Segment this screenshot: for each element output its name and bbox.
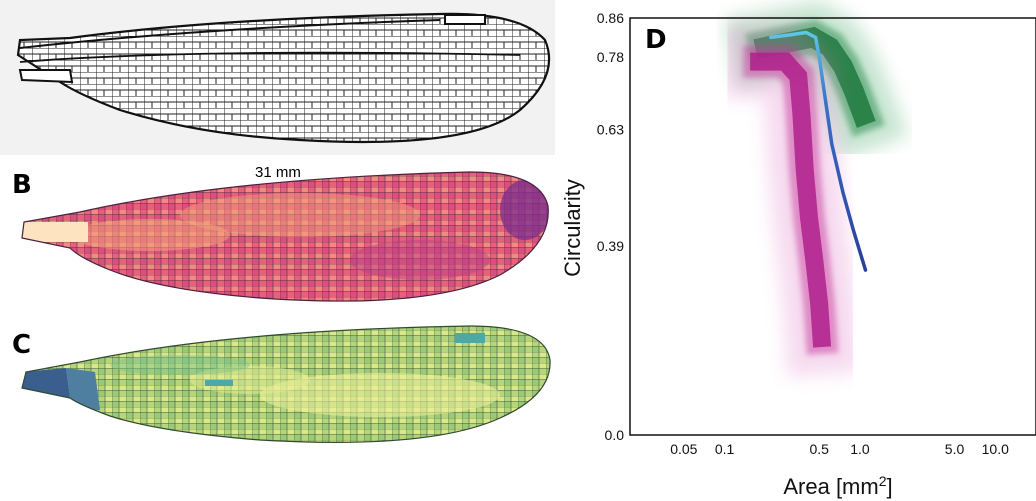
- y-tick-1: 0.39: [597, 238, 624, 254]
- y-axis-label: Circularity: [560, 179, 585, 277]
- panel-letter-b: B: [12, 170, 32, 200]
- chart-bands: [723, 0, 908, 377]
- series-2-line: [769, 30, 868, 272]
- x-axis-label: Area [mm2]: [783, 473, 892, 499]
- x-tick-4: 5.0: [945, 441, 965, 457]
- x-tick-3: 1.0: [850, 441, 870, 457]
- y-tick-4: 0.86: [597, 10, 624, 26]
- wing-figure: [0, 0, 555, 443]
- x-tick-0: 0.05: [670, 441, 697, 457]
- x-tick-2: 0.5: [809, 441, 829, 457]
- x-tick-5: 10.0: [982, 441, 1009, 457]
- series-1-core: [750, 52, 832, 348]
- y-tick-labels: 0.0 0.39 0.63 0.78 0.86: [597, 10, 624, 443]
- x-axis-label-end: ]: [887, 474, 893, 499]
- pterostigma-a: [444, 14, 486, 25]
- plot-frame: [629, 17, 1036, 436]
- y-tick-2: 0.63: [597, 122, 624, 138]
- scale-bar-label: 31 mm: [255, 164, 301, 181]
- chart-curve: [769, 30, 868, 272]
- panel-letter-d: D: [645, 25, 667, 55]
- panel-letter-c: C: [12, 330, 32, 360]
- x-tick-1: 0.1: [715, 441, 735, 457]
- x-axis-label-superscript: 2: [879, 473, 887, 489]
- y-tick-0: 0.0: [605, 427, 625, 443]
- y-tick-3: 0.78: [597, 49, 624, 65]
- x-tick-labels: 0.05 0.1 0.5 1.0 5.0 10.0: [670, 441, 1009, 457]
